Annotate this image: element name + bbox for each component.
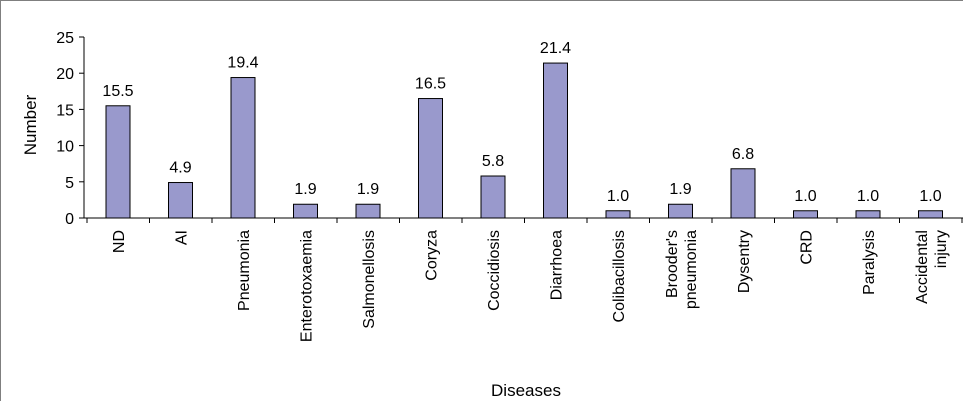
bar	[793, 210, 818, 219]
x-tick-label: Enterotoxaemia	[299, 230, 316, 342]
bar	[230, 77, 256, 219]
y-tick-label: 15	[56, 102, 74, 119]
data-label: 1.9	[357, 181, 379, 198]
x-tick-label: Accidental injury	[914, 230, 950, 304]
y-tick-label: 20	[56, 66, 74, 83]
x-tick-label-line: Accidental	[914, 230, 931, 304]
bar	[480, 175, 506, 219]
x-axis-title: Diseases	[491, 381, 561, 400]
value-labels: 15.5 4.9 19.4 1.9 1.9 16.5 5.8 21.4 1.0 1.9 6.8 1.0…	[102, 40, 941, 205]
bars	[105, 62, 943, 219]
y-axis-title: Number	[21, 94, 40, 155]
x-tick-labels: ND AI Pneumonia Enterotoxaemia Salmonellosis…	[111, 230, 950, 342]
y-axis: 0 5 10 15 20 25	[56, 30, 85, 228]
x-tick-label-line: Diarrhoea	[549, 230, 566, 300]
data-label: 1.0	[857, 188, 879, 205]
bar	[168, 182, 193, 219]
bar	[918, 210, 943, 219]
x-tick-label-line: ND	[111, 230, 128, 253]
x-tick-label-line: Coccidiosis	[486, 230, 503, 311]
y-tick-label: 10	[56, 139, 74, 156]
data-label: 1.9	[294, 181, 316, 198]
x-tick-label-line: CRD	[799, 230, 816, 265]
x-tick-label-line: Dysentry	[736, 230, 753, 293]
x-axis	[84, 217, 963, 223]
data-label: 4.9	[169, 160, 191, 177]
y-tick-label: 5	[65, 175, 74, 192]
x-tick-label: Salmonellosis	[361, 230, 378, 329]
x-tick-label-line: Colibacillosis	[611, 230, 628, 322]
data-label: 21.4	[540, 40, 571, 57]
bar	[355, 203, 381, 219]
data-label: 16.5	[415, 76, 446, 93]
x-tick-label: CRD	[799, 230, 816, 265]
x-tick-label-line: AI	[174, 230, 191, 245]
x-tick-label-line: Salmonellosis	[361, 230, 378, 329]
bar	[605, 210, 631, 219]
x-tick-label: Dysentry	[736, 230, 753, 293]
y-tick-label: 25	[56, 30, 74, 47]
x-tick-label: Coccidiosis	[486, 230, 503, 311]
x-tick-label: AI	[174, 230, 191, 245]
data-label: 1.0	[794, 188, 816, 205]
x-tick-label: ND	[111, 230, 128, 253]
x-tick-label: Colibacillosis	[611, 230, 628, 322]
data-label: 6.8	[732, 146, 754, 163]
x-tick-label-line: Enterotoxaemia	[299, 230, 316, 342]
data-label: 1.9	[669, 181, 691, 198]
x-tick-label-line: pneumonia	[683, 230, 700, 309]
bar	[668, 203, 693, 219]
data-label: 19.4	[227, 55, 258, 72]
x-tick-label: Coryza	[424, 230, 441, 281]
x-tick-label-line: Pneumonia	[236, 230, 253, 311]
x-tick-label: Paralysis	[861, 230, 878, 295]
data-label: 15.5	[102, 83, 133, 100]
x-tick-label-line: Coryza	[424, 230, 441, 281]
bar	[418, 98, 443, 219]
bar	[293, 203, 318, 219]
x-tick-label-line: Brooder's	[664, 230, 681, 298]
bar	[855, 210, 881, 219]
bar	[543, 62, 568, 219]
bar	[730, 168, 756, 219]
y-tick-label: 0	[65, 211, 74, 228]
x-tick-label: Diarrhoea	[549, 230, 566, 300]
data-label: 5.8	[482, 153, 504, 170]
x-tick-label-line: injury	[933, 230, 950, 268]
x-tick-label: Brooder's pneumonia	[664, 230, 700, 309]
data-label: 1.0	[607, 188, 629, 205]
data-label: 1.0	[919, 188, 941, 205]
x-tick-label: Pneumonia	[236, 230, 253, 311]
x-tick-label-line: Paralysis	[861, 230, 878, 295]
bar	[105, 105, 131, 219]
